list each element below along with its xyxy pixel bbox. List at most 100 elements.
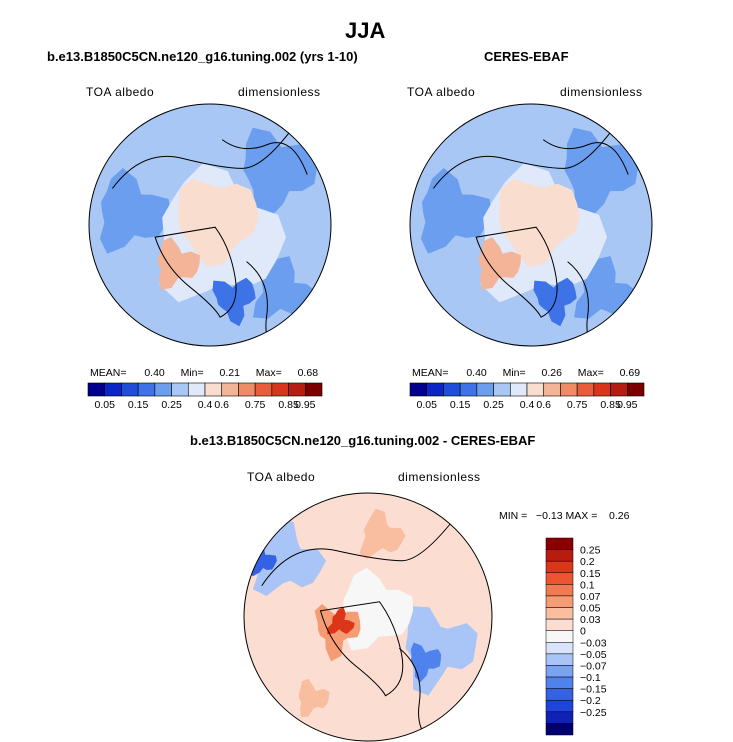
diff-colorbar: 0.250.20.150.10.070.050.030−0.03−0.05−0.…	[545, 537, 607, 736]
panel1-mean-label: MEAN=	[90, 367, 127, 379]
panel1-colorbar-tick-label: 0.15	[128, 399, 149, 411]
diff-colorbar-box	[545, 549, 574, 562]
panel1-colorbar-box	[254, 382, 273, 397]
diff-units-label: dimensionless	[398, 470, 481, 484]
panel2-colorbar-box	[476, 382, 494, 397]
diff-neg-region	[410, 642, 442, 683]
panel2-colorbar-tick-label: 0.85	[600, 399, 621, 411]
panel1-colorbar-box	[187, 382, 206, 397]
diff-colorbar-box	[545, 584, 574, 597]
panel1-low-region	[243, 127, 318, 220]
panel2-colorbar-tick-label: 0.25	[483, 399, 504, 411]
panel1-colorbar-box	[154, 382, 172, 397]
diff-heading: b.e13.B1850C5CN.ne120_g16.tuning.002 - C…	[190, 433, 536, 448]
panel2-colorbar-tick-label: 0.05	[416, 399, 437, 411]
diff-colorbar-tick-label: 0.07	[580, 591, 601, 603]
diff-colorbar-tick-label: −0.15	[580, 684, 607, 696]
diff-colorbar-box	[545, 665, 574, 678]
panel1-polar-map	[88, 103, 332, 347]
panel1-field	[89, 104, 331, 346]
panel2-min-label: Min=	[502, 367, 526, 379]
panel1-max-label: Max=	[255, 367, 282, 379]
diff-coastline	[319, 601, 404, 697]
panel1-variable-label: TOA albedo	[86, 85, 155, 99]
diff-pos-region	[314, 604, 361, 662]
panel1-colorbar: 0.05 0.15 0.25 0.4 0.6 0.75 0.850.95	[87, 382, 323, 411]
panel1-colorbar-box	[221, 382, 239, 397]
figure-title: JJA	[345, 18, 386, 43]
diff-colorbar-box	[545, 607, 574, 620]
panel2-colorbar-tick-label: 0.15	[450, 399, 471, 411]
diff-colorbar-tick-label: −0.2	[580, 695, 601, 707]
panel1-colorbar-tick-label: 0.05	[94, 399, 115, 411]
panel2-heading: CERES-EBAF	[484, 49, 569, 64]
panel1-coastline	[221, 139, 308, 175]
panel2-coastline	[475, 226, 558, 318]
panel1-colorbar-tick-label: 0.75	[245, 399, 266, 411]
panel2-colorbar-box	[560, 382, 578, 397]
panel2-colorbar-box	[443, 382, 461, 397]
panel1-units-label: dimensionless	[238, 85, 321, 99]
panel2-min-value: 0.26	[541, 367, 562, 379]
diff-colorbar-box	[545, 711, 574, 724]
diff-colorbar-tick-label: −0.1	[580, 672, 601, 684]
panel2-colorbar-box	[509, 382, 528, 397]
panel1-colorbar-tick-label: 0.95	[295, 399, 316, 411]
diff-colorbar-box	[545, 537, 574, 550]
panel2-colorbar-box	[409, 382, 428, 397]
panel1-colorbar-box	[271, 382, 289, 397]
panel1-map-border	[88, 103, 332, 347]
panel2-colorbar-tick-label: 0.4	[520, 399, 535, 411]
diff-neutral-region	[343, 567, 414, 651]
panel2-mean-label: MEAN=	[412, 367, 449, 379]
panel2-colorbar: 0.05 0.15 0.25 0.4 0.6 0.75 0.850.95	[409, 382, 645, 411]
panel1-colorbar-box	[171, 382, 189, 397]
panel2-colorbar-box	[593, 382, 611, 397]
panel2-colorbar-box	[493, 382, 511, 397]
panel2-greenland-region	[479, 237, 521, 290]
diff-pos-region	[327, 607, 355, 635]
diff-colorbar-tick-label: −0.05	[580, 649, 607, 661]
panel1-colorbar-box	[304, 382, 323, 397]
diff-pos-region	[298, 678, 330, 717]
panel2-colorbar-box	[576, 382, 595, 397]
diff-colorbar-box	[545, 630, 574, 643]
diff-pos-region	[359, 508, 406, 560]
panel2-colorbar-box	[610, 382, 628, 397]
panel2-low-region	[420, 168, 492, 254]
diff-colorbar-tick-label: −0.03	[580, 637, 607, 649]
diff-colorbar-tick-label: 0.1	[580, 579, 595, 591]
diff-colorbar-box	[545, 618, 574, 631]
panel1-colorbar-tick-label: 0.6	[214, 399, 229, 411]
diff-minmax: MIN = −0.13 MAX = 0.26	[499, 510, 630, 522]
panel1-min-value: 0.21	[219, 367, 240, 379]
panel1-coastline	[246, 261, 292, 346]
panel2-colorbar-box	[459, 382, 478, 397]
panel2-colorbar-box	[626, 382, 645, 397]
diff-colorbar-tick-label: 0	[580, 626, 586, 638]
panel2-polar-map	[409, 103, 653, 347]
diff-colorbar-tick-label: 0.15	[580, 568, 601, 580]
panel1-greenland-region	[158, 237, 200, 290]
panel2-units-label: dimensionless	[560, 85, 643, 99]
panel2-ice-region	[499, 178, 580, 268]
diff-colorbar-box	[545, 688, 574, 701]
panel1-colorbar-box	[238, 382, 256, 397]
diff-colorbar-tick-label: −0.07	[580, 660, 607, 672]
diff-colorbar-tick-label: −0.25	[580, 707, 607, 719]
panel1-mean-value: 0.40	[144, 367, 165, 379]
panel1-stats: MEAN= 0.40 Min= 0.21 Max= 0.68	[90, 367, 318, 379]
diff-colorbar-tick-label: 0.03	[580, 614, 601, 626]
diff-colorbar-box	[545, 676, 574, 689]
panel1-heading: b.e13.B1850C5CN.ne120_g16.tuning.002 (yr…	[47, 49, 358, 64]
diff-colorbar-box	[545, 653, 574, 666]
panel1-ice-region	[178, 178, 259, 268]
panel2-colorbar-box	[526, 382, 545, 397]
panel2-colorbar-box	[426, 382, 444, 397]
panel2-coastline	[542, 139, 629, 175]
panel2-variable-label: TOA albedo	[407, 85, 476, 99]
panel1-colorbar-tick-label: 0.85	[278, 399, 299, 411]
panel2-max-label: Max=	[577, 367, 604, 379]
panel2-low-region	[564, 127, 639, 220]
panel2-stats: MEAN= 0.40 Min= 0.26 Max= 0.69	[412, 367, 640, 379]
